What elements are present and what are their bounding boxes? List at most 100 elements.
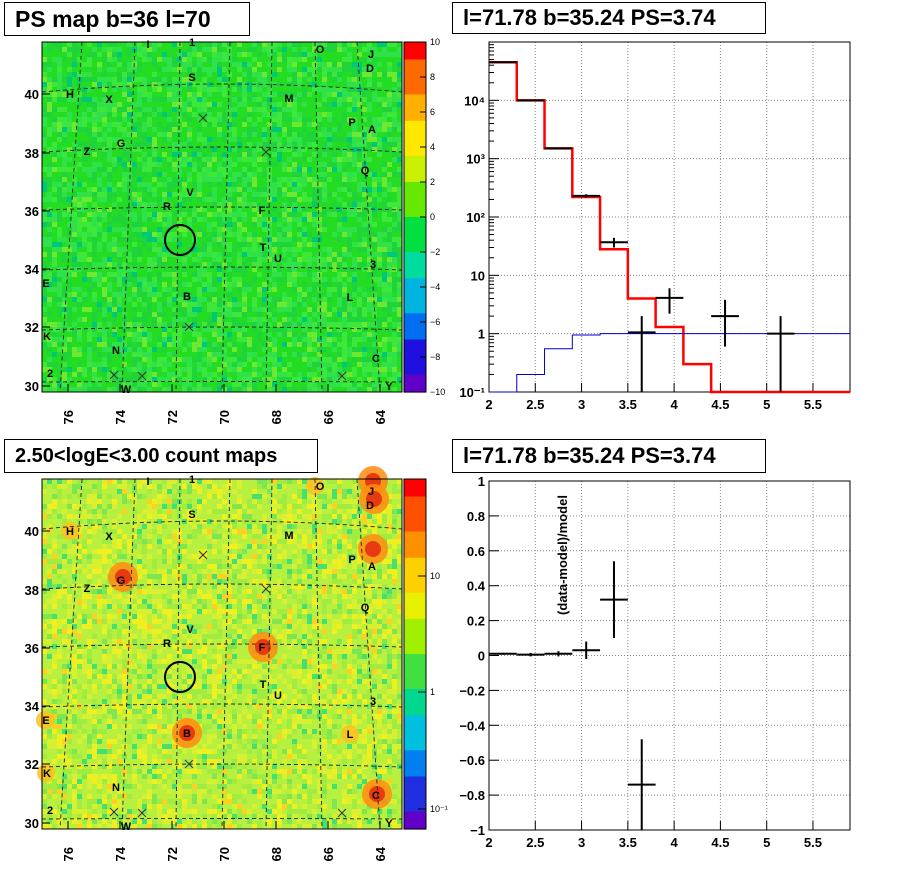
- map-pixel: [137, 367, 142, 372]
- map-pixel: [287, 182, 292, 187]
- map-pixel: [227, 157, 232, 162]
- map-pixel: [297, 589, 302, 594]
- map-pixel: [252, 504, 257, 509]
- map-pixel: [352, 649, 357, 654]
- map-pixel: [142, 122, 147, 127]
- map-pixel: [232, 277, 237, 282]
- map-pixel: [392, 559, 397, 564]
- map-pixel: [297, 609, 302, 614]
- map-pixel: [77, 182, 82, 187]
- map-pixel: [57, 57, 62, 62]
- map-pixel: [52, 152, 57, 157]
- map-pixel: [157, 197, 162, 202]
- map-pixel: [337, 42, 342, 47]
- map-pixel: [42, 382, 47, 387]
- map-pixel: [247, 247, 252, 252]
- map-pixel: [132, 167, 137, 172]
- map-pixel: [197, 117, 202, 122]
- map-pixel: [97, 177, 102, 182]
- map-pixel: [382, 217, 387, 222]
- map-pixel: [172, 152, 177, 157]
- map-pixel: [52, 387, 57, 392]
- map-pixel: [332, 132, 337, 137]
- map-pixel: [207, 287, 212, 292]
- colorbar-segment: [404, 322, 426, 332]
- map-pixel: [62, 157, 67, 162]
- map-pixel: [152, 514, 157, 519]
- map-pixel: [47, 357, 52, 362]
- map-pixel: [362, 127, 367, 132]
- map-pixel: [172, 67, 177, 72]
- map-pixel: [167, 137, 172, 142]
- map-pixel: [267, 232, 272, 237]
- map-pixel: [172, 147, 177, 152]
- map-pixel: [287, 629, 292, 634]
- map-pixel: [292, 247, 297, 252]
- map-pixel: [322, 604, 327, 609]
- map-pixel: [107, 282, 112, 287]
- map-pixel: [387, 327, 392, 332]
- map-pixel: [177, 579, 182, 584]
- map-pixel: [327, 137, 332, 142]
- map-pixel: [397, 172, 402, 177]
- map-pixel: [167, 122, 172, 127]
- map-pixel: [387, 494, 392, 499]
- map-pixel: [262, 287, 267, 292]
- map-pixel: [187, 327, 192, 332]
- map-pixel: [252, 132, 257, 137]
- map-pixel: [337, 262, 342, 267]
- map-pixel: [382, 609, 387, 614]
- map-pixel: [137, 277, 142, 282]
- map-pixel: [117, 107, 122, 112]
- map-pixel: [237, 367, 242, 372]
- map-pixel: [342, 342, 347, 347]
- map-pixel: [217, 172, 222, 177]
- map-pixel: [397, 539, 402, 544]
- map-pixel: [267, 574, 272, 579]
- map-pixel: [67, 479, 72, 484]
- map-pixel: [177, 564, 182, 569]
- map-pixel: [387, 162, 392, 167]
- map-pixel: [147, 227, 152, 232]
- map-pixel: [147, 589, 152, 594]
- map-pixel: [92, 117, 97, 122]
- map-pixel: [357, 312, 362, 317]
- map-pixel: [82, 197, 87, 202]
- map-pixel: [227, 594, 232, 599]
- map-pixel: [357, 52, 362, 57]
- map-pixel: [232, 282, 237, 287]
- map-pixel: [292, 342, 297, 347]
- map-pixel: [252, 554, 257, 559]
- map-pixel: [82, 509, 87, 514]
- map-pixel: [362, 177, 367, 182]
- map-pixel: [62, 122, 67, 127]
- map-pixel: [302, 197, 307, 202]
- map-pixel: [222, 252, 227, 257]
- map-pixel: [337, 312, 342, 317]
- map-pixel: [162, 292, 167, 297]
- map-pixel: [237, 77, 242, 82]
- map-pixel: [182, 192, 187, 197]
- map-pixel: [242, 102, 247, 107]
- map-pixel: [382, 634, 387, 639]
- map-pixel: [137, 529, 142, 534]
- map-pixel: [307, 72, 312, 77]
- map-pixel: [57, 287, 62, 292]
- map-pixel: [242, 187, 247, 192]
- map-pixel: [292, 584, 297, 589]
- map-pixel: [222, 489, 227, 494]
- map-pixel: [92, 619, 97, 624]
- colorbar-segment: [404, 94, 426, 104]
- map-pixel: [307, 564, 312, 569]
- map-pixel: [347, 57, 352, 62]
- map-pixel: [387, 554, 392, 559]
- map-pixel: [117, 554, 122, 559]
- map-pixel: [102, 549, 107, 554]
- map-pixel: [162, 332, 167, 337]
- map-pixel: [102, 197, 107, 202]
- colorbar-tick-label: 2: [430, 177, 435, 187]
- map-pixel: [202, 102, 207, 107]
- map-pixel: [382, 167, 387, 172]
- map-pixel: [382, 594, 387, 599]
- colorbar-segment: [404, 269, 426, 279]
